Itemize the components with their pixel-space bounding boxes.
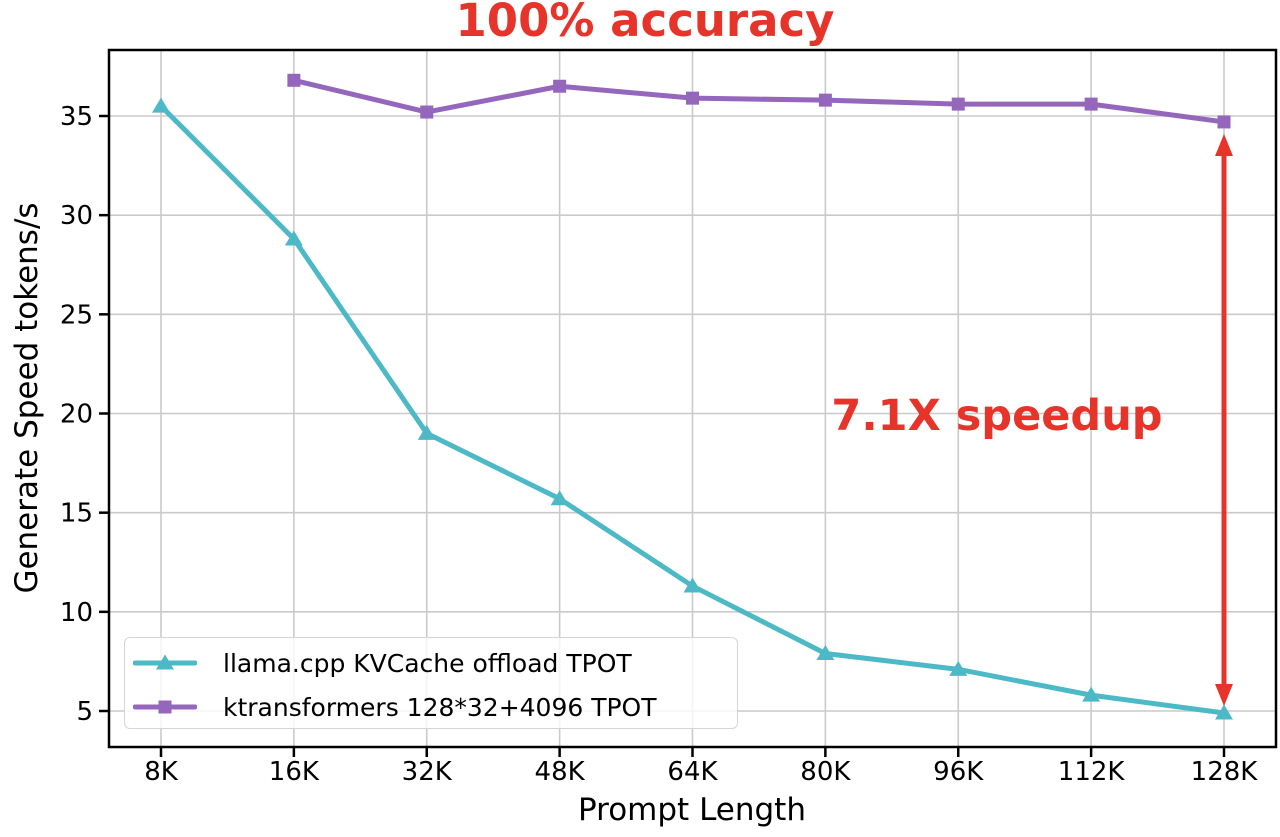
data-point-marker [1215,704,1233,720]
data-point-marker [683,577,702,593]
x-tick-label: 8K [144,757,179,787]
x-tick-label: 112K [1058,757,1126,787]
data-point-marker [818,93,832,107]
x-tick-label: 32K [402,757,453,787]
x-tick-label: 48K [535,757,586,787]
data-point-marker [816,644,835,660]
legend-item-ktransformers: ktransformers 128*32+4096 TPOT [125,685,737,729]
data-point-marker [284,230,303,246]
legend-sample-marker [158,700,172,714]
data-point-marker [287,73,301,87]
x-tick-label: 128K [1191,757,1259,787]
series-square [287,73,1231,129]
llama-cpp-line-marker-sample-icon [133,654,197,670]
y-tick-label: 35 [60,102,93,132]
series-triangle-up [152,97,1233,720]
speedup-annotation: 7.1X speedup [831,391,1163,441]
data-point-marker [550,490,569,506]
x-tick-label: 64K [667,757,718,787]
data-point-marker [686,91,699,105]
data-point-marker [420,105,434,119]
y-tick-label: 5 [76,697,93,727]
data-point-marker [417,424,436,440]
x-tick-label: 16K [269,757,320,787]
legend-label-llama-cpp: llama.cpp KVCache offload TPOT [223,648,632,678]
data-point-marker [1084,97,1098,111]
ktransformers-line-marker-sample-icon [133,700,197,714]
data-point-marker [949,660,968,676]
legend-item-llama-cpp: llama.cpp KVCache offload TPOT [125,641,737,685]
data-point-marker [553,79,567,93]
data-point-marker [152,97,170,113]
y-tick-label: 15 [60,499,93,529]
axis-frame [107,48,1278,749]
y-tick-label: 25 [60,300,93,330]
y-tick-label: 10 [60,598,93,628]
x-tick-label: 80K [800,757,851,787]
legend-sample-marker [156,654,174,670]
y-tick-label: 20 [60,400,93,430]
speedup-arrow-head-bottom [1215,683,1233,706]
y-axis-label: Generate Speed tokens/s [9,202,45,594]
data-point-marker [1082,686,1101,702]
legend: llama.cpp KVCache offload TPOT ktransfor… [124,637,738,729]
data-point-marker [1217,115,1231,129]
x-axis-label: Prompt Length [578,792,806,828]
y-tick-label: 30 [60,201,93,231]
speedup-arrow-head-top [1215,133,1233,156]
data-point-marker [951,97,965,111]
legend-label-ktransformers: ktransformers 128*32+4096 TPOT [223,692,657,722]
chart-title: 100% accuracy [455,0,835,47]
series-line [291,77,1227,125]
x-tick-label: 96K [933,757,984,787]
